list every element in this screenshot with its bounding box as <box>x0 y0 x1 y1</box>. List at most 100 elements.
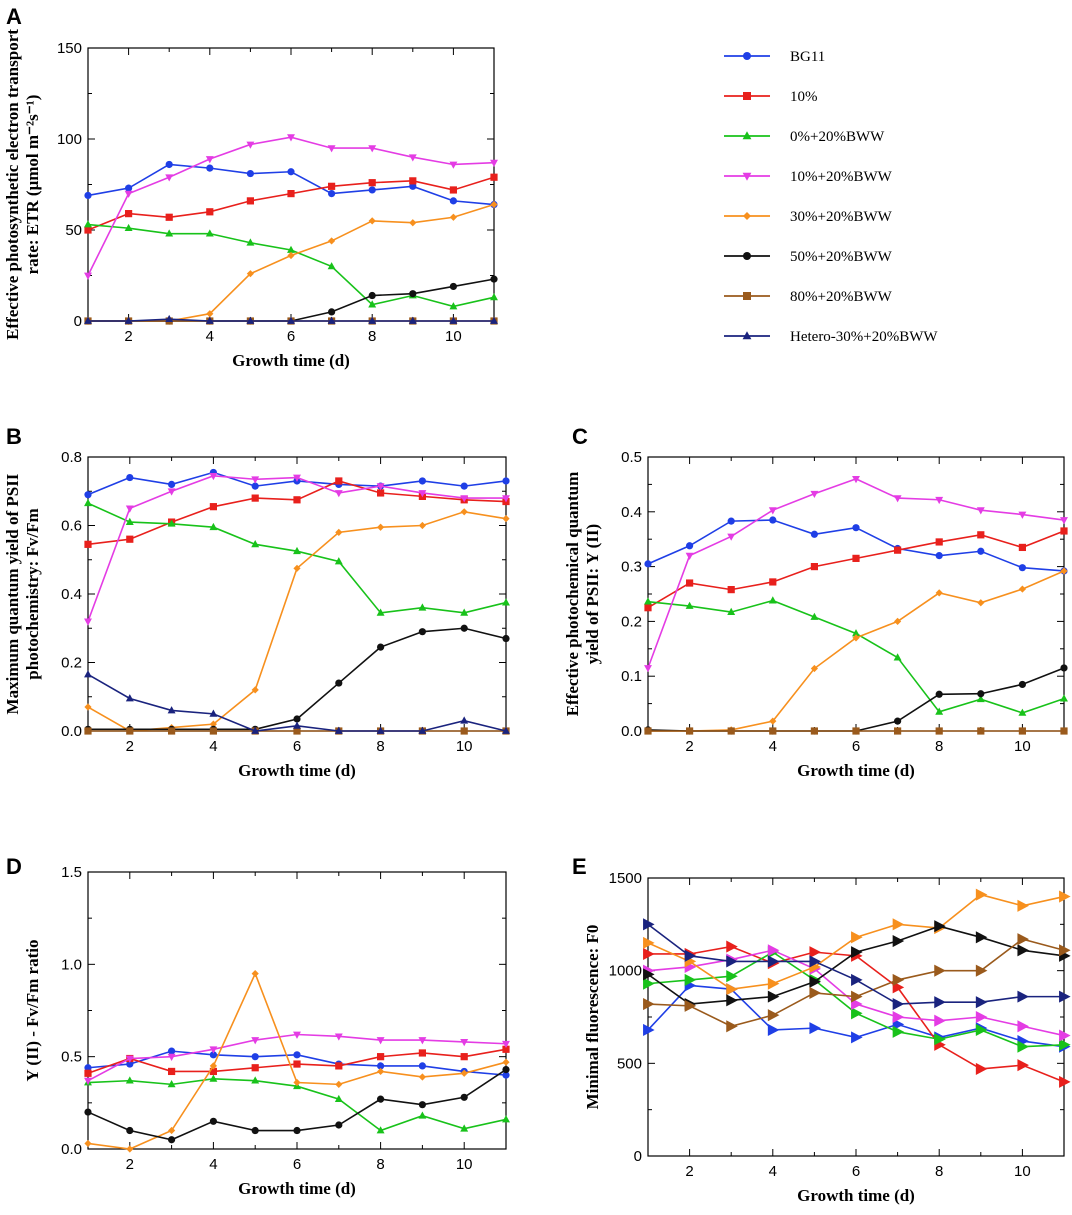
series-30pct-plus-20pctbww <box>644 567 1068 735</box>
data-point <box>490 316 498 324</box>
data-point <box>126 1126 134 1135</box>
data-point <box>977 531 985 539</box>
data-point <box>643 968 655 981</box>
data-point <box>726 940 738 953</box>
data-point <box>726 970 738 983</box>
data-point <box>246 238 255 246</box>
data-point <box>852 476 860 484</box>
data-point <box>376 608 385 616</box>
y-tick-label: 1.5 <box>61 864 82 881</box>
data-point <box>644 727 652 735</box>
legend-item-hetero-30pct-plus-20pctbww: Hetero-30%+20%BWW <box>724 329 938 345</box>
data-point <box>935 589 943 597</box>
data-point <box>287 316 295 324</box>
data-point <box>768 596 777 604</box>
data-point <box>168 1067 176 1076</box>
y-tick-label: 1.0 <box>61 956 82 973</box>
data-point <box>810 727 818 735</box>
x-tick-label: 6 <box>287 328 295 345</box>
data-point <box>418 603 427 611</box>
legend-marker <box>743 252 751 260</box>
legend-item-10pct: 10% <box>724 89 818 105</box>
data-point <box>167 519 176 527</box>
series-80pct-plus-20pctbww <box>643 933 1071 1033</box>
data-point <box>376 726 385 734</box>
legend-item-10pct-plus-20pctbww: 10%+20%BWW <box>724 169 893 185</box>
data-point <box>767 944 780 957</box>
data-point <box>168 727 176 735</box>
data-point <box>334 1094 343 1103</box>
y-tick-label: 0.2 <box>621 613 642 630</box>
data-point <box>209 1051 217 1059</box>
data-point <box>168 1136 176 1144</box>
series-50pct-plus-20pctbww <box>84 1065 510 1144</box>
data-point <box>810 490 819 499</box>
data-point <box>165 229 174 237</box>
series-0pct-plus-20pctbww <box>84 498 510 616</box>
y-tick-label: 0.0 <box>621 723 642 740</box>
data-point <box>251 476 260 484</box>
data-point <box>84 491 92 499</box>
data-point <box>449 197 457 205</box>
data-point <box>686 727 694 735</box>
data-point <box>84 1139 92 1148</box>
x-axis-title: Growth time (d) <box>238 761 356 780</box>
x-tick-label: 10 <box>456 1156 473 1173</box>
x-tick-label: 10 <box>1014 1163 1031 1180</box>
data-point <box>1017 1059 1029 1072</box>
series-10pct <box>84 173 498 234</box>
data-point <box>460 1039 469 1047</box>
data-point <box>935 552 943 560</box>
series-30pct-plus-20pctbww <box>643 888 1071 996</box>
data-point <box>644 665 652 673</box>
data-point <box>643 936 655 949</box>
data-point <box>1059 990 1071 1003</box>
data-point <box>852 634 860 642</box>
series-line <box>87 223 495 308</box>
data-point <box>976 694 985 703</box>
data-point <box>727 586 735 594</box>
data-point <box>1059 944 1071 957</box>
data-point <box>376 483 385 491</box>
data-point <box>377 489 385 497</box>
data-point <box>1060 664 1068 672</box>
series-0pct-plus-20pctbww <box>644 596 1068 716</box>
x-tick-label: 6 <box>293 738 301 755</box>
data-point <box>251 686 259 694</box>
data-point <box>209 1074 218 1082</box>
data-point <box>377 1067 385 1076</box>
data-point <box>209 1117 217 1125</box>
data-point <box>767 955 780 968</box>
data-point <box>1059 890 1071 903</box>
data-point <box>727 607 736 615</box>
data-point <box>84 1108 92 1116</box>
y-axis-title: photochemistry: Fv/Fm <box>23 508 42 679</box>
x-axis-title: Growth time (d) <box>238 1179 356 1198</box>
data-point <box>377 523 385 531</box>
data-point <box>644 597 652 605</box>
data-point <box>490 200 498 209</box>
x-tick-label: 4 <box>209 738 217 755</box>
data-point <box>124 223 133 232</box>
legend-item-bg11: BG11 <box>724 49 825 65</box>
series-bg11 <box>644 516 1068 575</box>
data-point <box>125 1055 134 1063</box>
legend-item-30pct-plus-20pctbww: 30%+20%BWW <box>724 209 893 225</box>
data-point <box>769 717 777 725</box>
data-point <box>84 1077 92 1085</box>
data-point <box>727 517 735 525</box>
y-axis-title: yield of PSII: Y (II) <box>583 524 602 664</box>
x-tick-label: 2 <box>685 738 693 755</box>
x-tick-label: 2 <box>685 1163 693 1180</box>
data-point <box>84 1064 92 1072</box>
y-axis-title: rate: ETR (μmol m⁻²s⁻¹) <box>23 95 42 275</box>
data-point <box>335 1080 343 1088</box>
data-point <box>502 477 510 485</box>
series-hetero-30pct-plus-20pctbww <box>84 670 510 734</box>
data-point <box>809 955 821 968</box>
data-point <box>1059 1075 1071 1088</box>
data-point <box>894 617 902 625</box>
data-point <box>209 522 218 531</box>
data-point <box>769 727 777 735</box>
data-point <box>165 213 173 221</box>
